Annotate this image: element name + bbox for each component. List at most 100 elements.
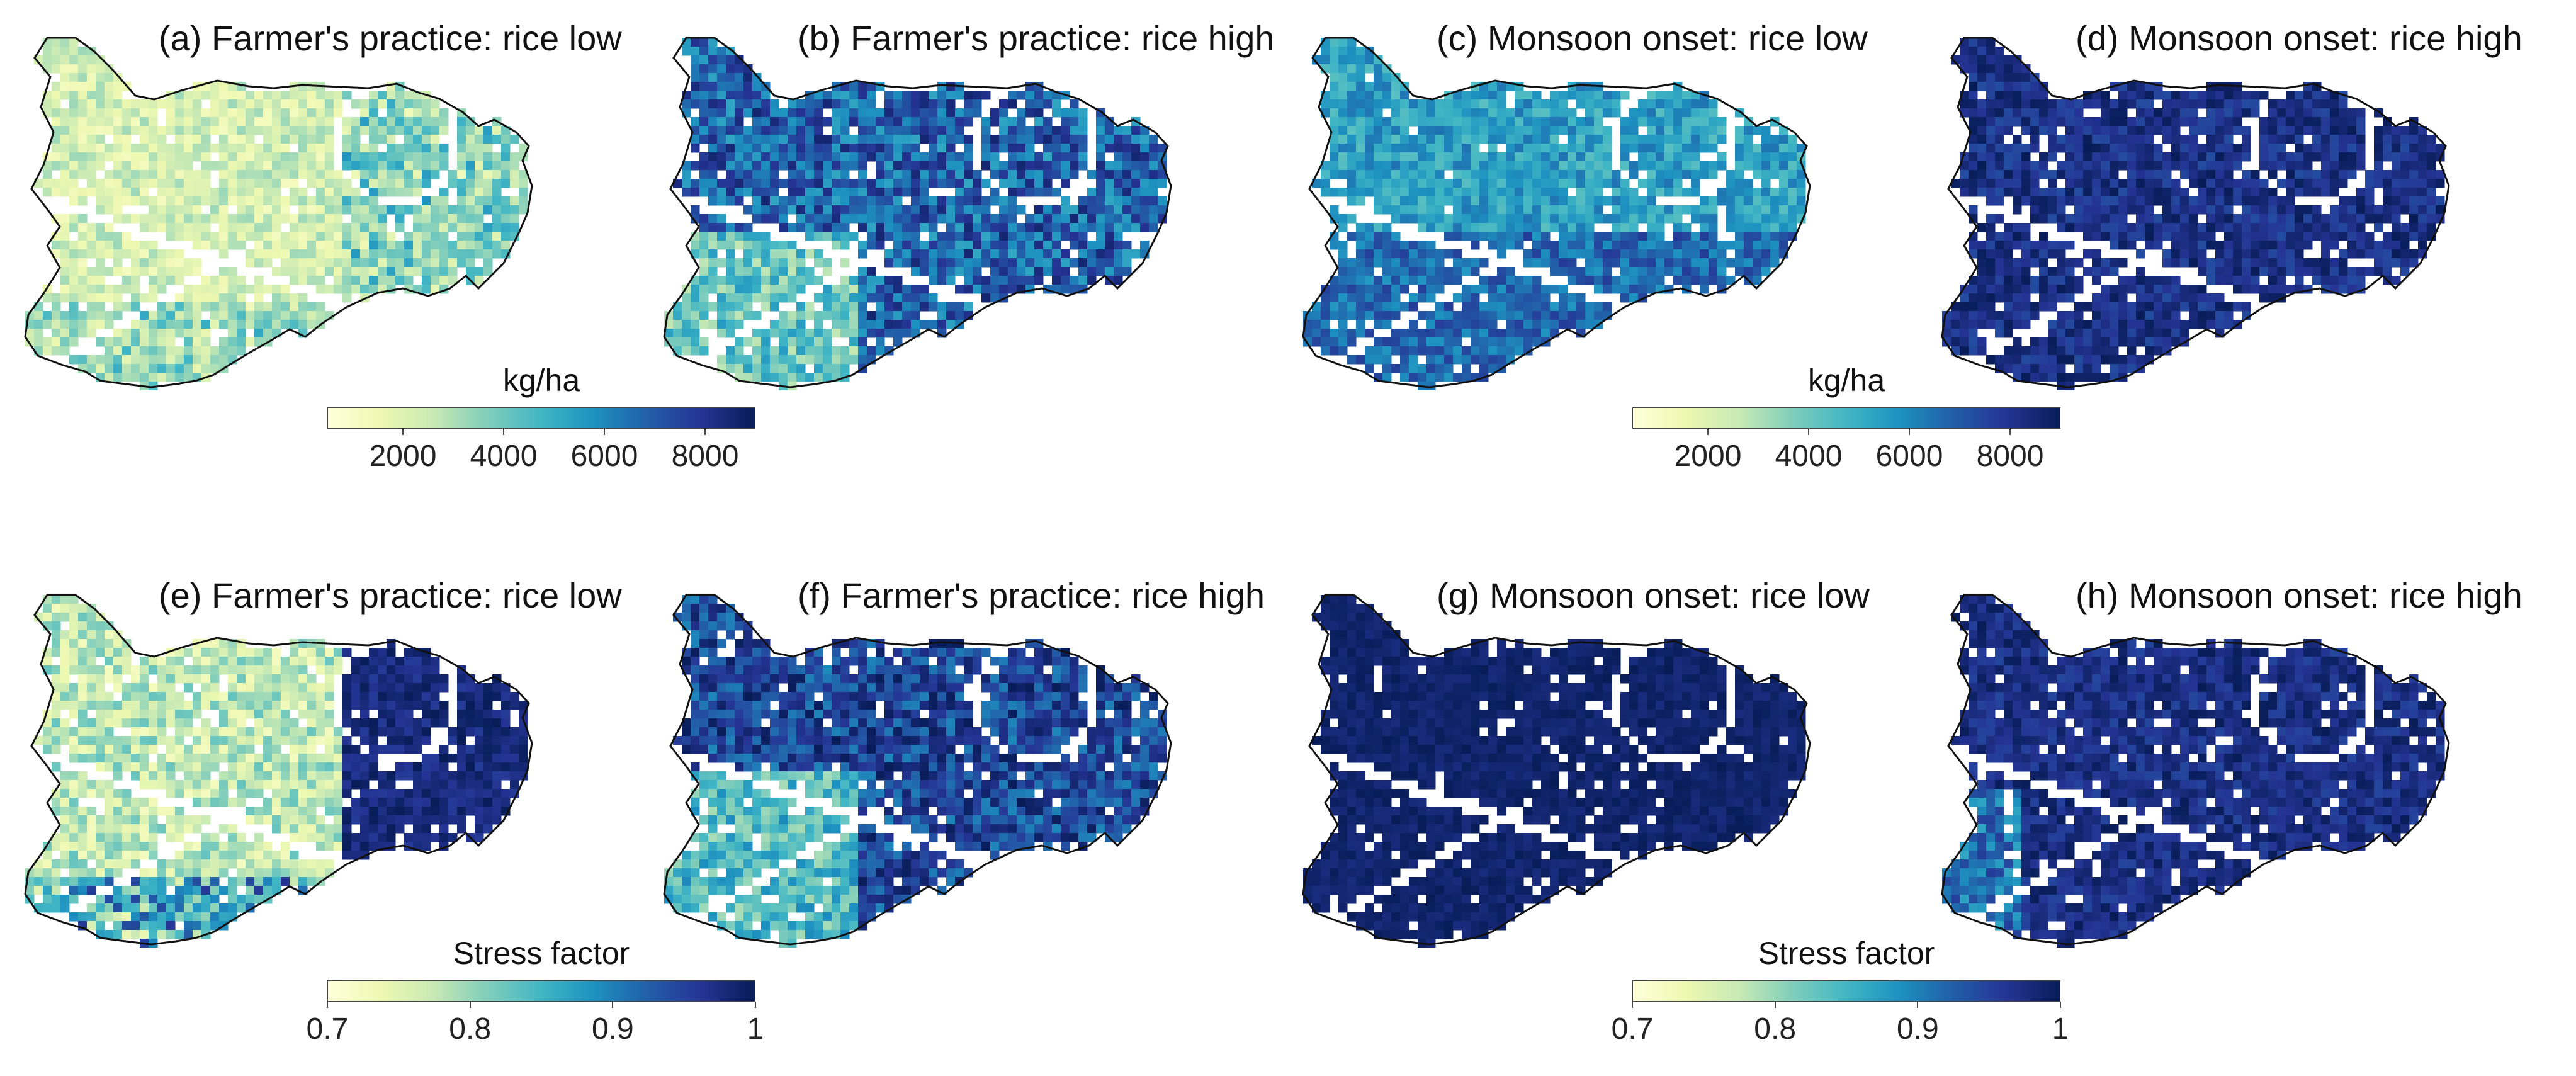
map-cell <box>929 117 938 127</box>
map-cell <box>893 179 903 188</box>
map-cell <box>2206 144 2216 153</box>
map-cell <box>2101 170 2110 179</box>
map-cell <box>166 337 176 347</box>
map-cell <box>1114 249 1123 259</box>
map-cell <box>2303 214 2313 224</box>
map-cell <box>1391 267 1401 276</box>
map-cell <box>60 188 70 197</box>
map-cell <box>281 196 290 206</box>
map-cell <box>1008 223 1017 232</box>
map-cell <box>246 117 255 127</box>
map-cell <box>210 311 220 320</box>
map-cell <box>1017 135 1026 144</box>
map-cell <box>1365 302 1374 312</box>
map-cell <box>2277 135 2286 144</box>
map-cell <box>876 161 885 171</box>
map-cell <box>2127 91 2137 100</box>
map-cell <box>219 161 229 171</box>
map-cell <box>1382 152 1392 162</box>
map-cell <box>1647 144 1656 153</box>
map-cell <box>87 311 96 320</box>
map-cell <box>2374 249 2383 259</box>
map-cell <box>1052 223 1061 232</box>
map-cell <box>2171 241 2181 250</box>
map-cell <box>263 205 273 215</box>
map-cell <box>325 117 334 127</box>
map-cell <box>272 205 281 215</box>
map-cell <box>2189 117 2198 127</box>
map-cell <box>832 144 841 153</box>
map-cell <box>814 144 823 153</box>
map-cell <box>1735 161 1744 171</box>
map-cell <box>1070 214 1079 224</box>
map-cell <box>1568 320 1577 329</box>
map-cell <box>122 302 132 312</box>
map-cell <box>964 144 973 153</box>
map-cell <box>1140 214 1150 224</box>
map-cell <box>964 170 973 179</box>
map-cell <box>219 311 229 320</box>
map-cell <box>1122 152 1132 162</box>
map-cell <box>1008 241 1017 250</box>
map-cell <box>735 179 744 188</box>
map-cell <box>2136 188 2145 197</box>
map-cell <box>316 91 325 100</box>
map-cell <box>814 364 823 373</box>
map-cell <box>884 205 894 215</box>
map-cell <box>1105 241 1114 250</box>
map-cell <box>1709 196 1718 206</box>
map-cell <box>1347 170 1357 179</box>
map-cell <box>96 82 105 91</box>
map-cell <box>140 135 149 144</box>
map-cell <box>378 241 387 250</box>
map-cell <box>157 126 167 135</box>
map-cell <box>69 82 79 91</box>
map-cell <box>2074 152 2084 162</box>
map-cell <box>752 108 762 118</box>
map-cell <box>1691 232 1700 241</box>
map-cell <box>1453 249 1462 259</box>
map-cell <box>2004 144 2013 153</box>
map-cell <box>1761 144 1771 153</box>
map-cell <box>2145 241 2154 250</box>
map-cell <box>1770 249 1780 259</box>
map-cell <box>1691 161 1700 171</box>
map-cell <box>298 152 308 162</box>
map-cell <box>902 170 912 179</box>
map-cell <box>964 117 973 127</box>
map-cell <box>1620 205 1630 215</box>
map-cell <box>166 232 176 241</box>
map-cell <box>788 320 797 329</box>
map-cell <box>157 144 167 153</box>
map-cell <box>1995 161 2004 171</box>
map-cell <box>902 99 912 109</box>
map-cell <box>60 241 70 250</box>
map-cell <box>796 117 806 127</box>
map-cell <box>1691 179 1700 188</box>
map-cell <box>1087 276 1097 285</box>
map-cell <box>920 214 929 224</box>
map-cell <box>876 276 885 285</box>
map-cell <box>761 329 771 338</box>
map-cell <box>752 144 762 153</box>
map-cell <box>52 179 61 188</box>
map-cell <box>1382 205 1392 215</box>
map-cell <box>1096 117 1105 127</box>
map-cell <box>2268 144 2278 153</box>
map-cell <box>2215 135 2225 144</box>
map-cell <box>1070 276 1079 285</box>
map-cell <box>105 179 114 188</box>
map-cell <box>228 152 237 162</box>
map-cell <box>1488 232 1498 241</box>
map-cell <box>307 179 317 188</box>
map-cell <box>849 179 859 188</box>
map-cell <box>1418 364 1427 373</box>
map-cell <box>395 99 405 109</box>
map-cell <box>149 99 158 109</box>
map-cell <box>237 205 246 215</box>
map-cell <box>2312 179 2322 188</box>
map-cell <box>1647 205 1656 215</box>
map-cell <box>990 188 1000 197</box>
map-cell <box>201 241 211 250</box>
map-cell <box>157 302 167 312</box>
